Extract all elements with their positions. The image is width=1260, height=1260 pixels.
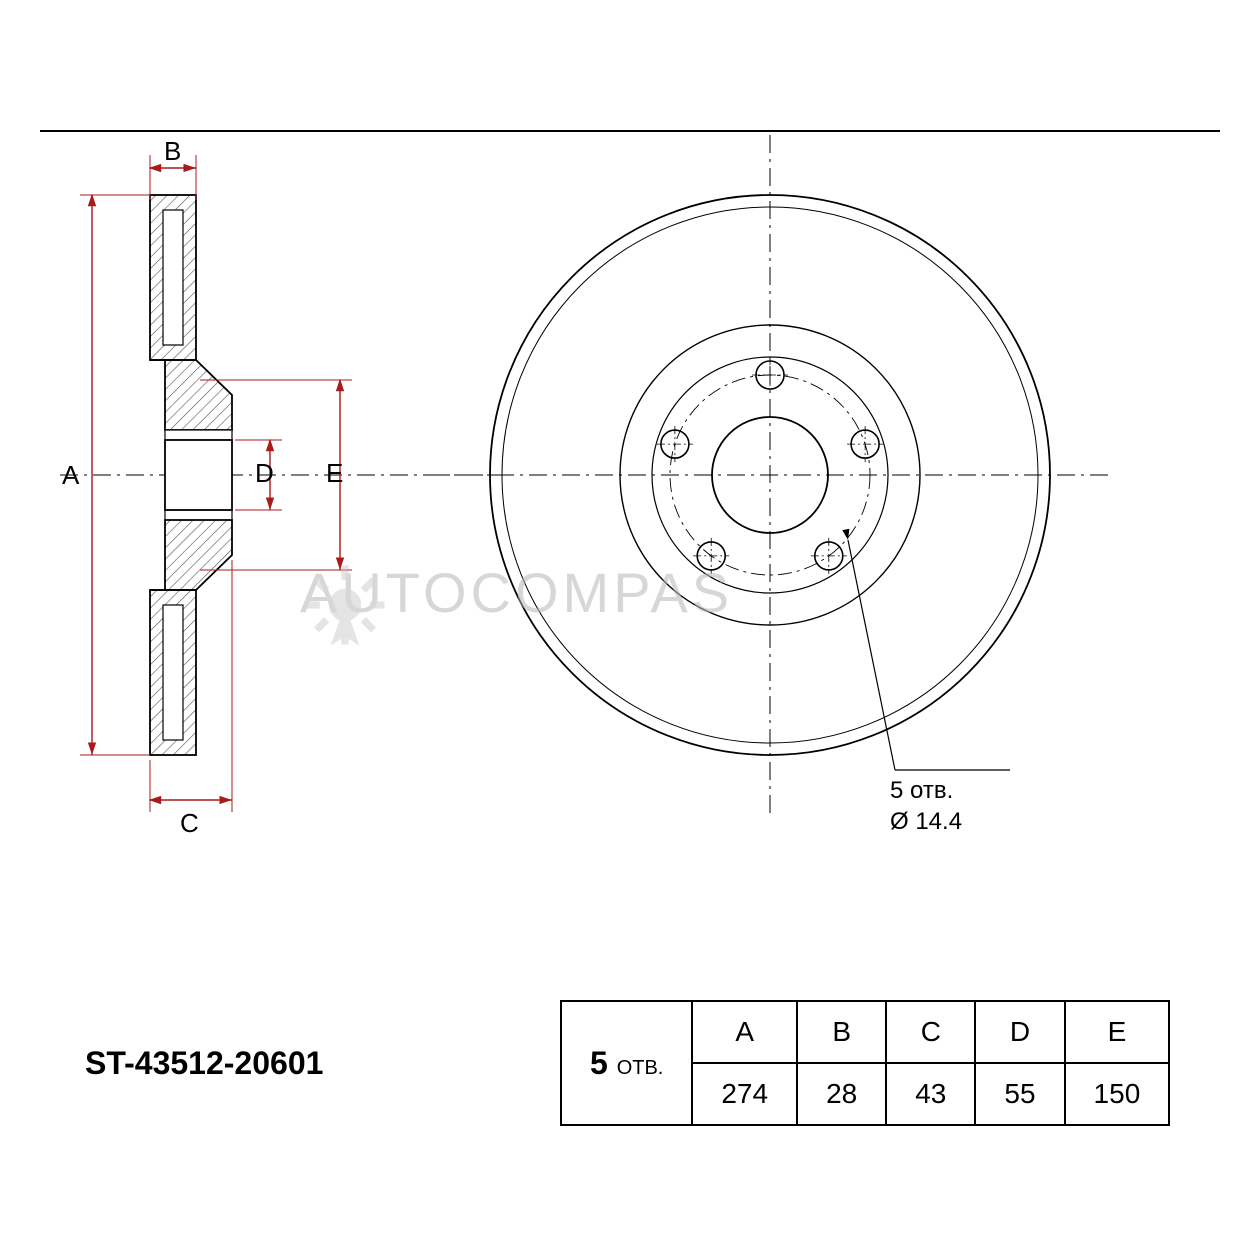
th-E: E [1065,1001,1170,1063]
otv-label: ОТВ. [617,1057,664,1079]
front-view [430,135,1110,815]
otv-cell: 5 ОТВ. [561,1001,692,1125]
td-E: 150 [1065,1063,1170,1125]
td-C: 43 [886,1063,975,1125]
dim-label-A: A [62,460,79,491]
hole-note-l1: 5 отв. [890,777,953,804]
td-A: 274 [692,1063,797,1125]
dim-label-E: E [326,458,343,489]
side-view [60,155,500,812]
td-B: 28 [797,1063,886,1125]
dim-label-C: C [180,808,199,839]
dimension-table: 5 ОТВ. A B C D E 274 28 43 55 150 [560,1000,1170,1126]
otv-count: 5 [590,1045,608,1081]
td-D: 55 [975,1063,1064,1125]
hole-note: 5 отв. Ø 14.4 [890,775,962,837]
hole-note-l2: Ø 14.4 [890,808,962,835]
th-C: C [886,1001,975,1063]
dim-label-B: B [164,136,181,167]
th-B: B [797,1001,886,1063]
dim-label-D: D [255,458,274,489]
th-D: D [975,1001,1064,1063]
part-number: ST-43512-20601 [85,1045,323,1082]
th-A: A [692,1001,797,1063]
